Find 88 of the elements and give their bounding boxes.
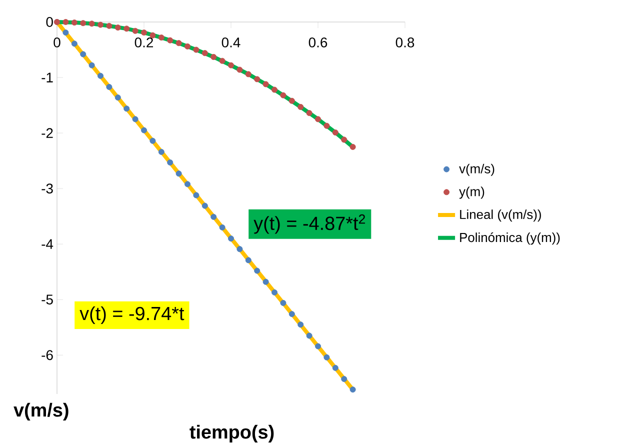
legend-label: Lineal (v(m/s)) bbox=[460, 210, 541, 222]
point bbox=[193, 46, 200, 53]
annotation: v(t) = -9.74*t bbox=[80, 306, 184, 324]
point bbox=[141, 30, 147, 36]
point bbox=[71, 20, 78, 26]
point bbox=[98, 72, 104, 79]
y-tick-label: -6 bbox=[42, 350, 53, 360]
y-tick-label: 0 bbox=[46, 17, 53, 27]
point bbox=[158, 148, 164, 155]
x-tick-label: 0.6 bbox=[308, 38, 328, 48]
point bbox=[288, 311, 295, 318]
x-tick-label: 0.8 bbox=[396, 38, 414, 48]
point bbox=[158, 34, 164, 41]
point bbox=[88, 20, 95, 27]
legend-label: y(m) bbox=[459, 186, 484, 199]
point bbox=[132, 28, 138, 34]
point bbox=[114, 24, 121, 31]
point bbox=[71, 40, 78, 47]
point bbox=[167, 37, 174, 44]
y-tick-label: -2 bbox=[42, 128, 53, 138]
x-tick-label: 0 bbox=[54, 38, 60, 48]
point bbox=[306, 332, 312, 339]
point bbox=[124, 106, 130, 112]
point bbox=[245, 71, 252, 78]
point bbox=[324, 354, 330, 360]
point bbox=[228, 62, 234, 68]
point bbox=[184, 181, 190, 188]
point bbox=[236, 246, 243, 252]
point bbox=[236, 66, 243, 73]
point bbox=[150, 32, 156, 38]
y-axis-title: v(m/s) bbox=[14, 402, 68, 420]
point bbox=[262, 278, 269, 285]
point bbox=[254, 268, 260, 274]
point bbox=[315, 116, 322, 122]
point bbox=[350, 386, 356, 393]
point bbox=[106, 22, 112, 29]
point bbox=[272, 86, 278, 93]
point bbox=[341, 376, 348, 382]
point bbox=[288, 98, 295, 104]
point bbox=[219, 224, 226, 230]
point bbox=[202, 202, 208, 209]
point bbox=[114, 94, 121, 101]
point bbox=[167, 159, 174, 166]
point bbox=[219, 58, 226, 64]
point bbox=[124, 26, 130, 32]
point bbox=[245, 257, 252, 264]
point bbox=[193, 192, 200, 198]
point bbox=[202, 50, 208, 56]
x-tick-label: 0.2 bbox=[134, 38, 153, 48]
point bbox=[341, 136, 348, 143]
x-tick-label: 0.4 bbox=[222, 38, 240, 48]
point bbox=[306, 110, 312, 116]
y-tick-label: -3 bbox=[42, 184, 53, 194]
point bbox=[80, 51, 86, 58]
point bbox=[184, 43, 190, 50]
point bbox=[280, 300, 286, 306]
point bbox=[141, 127, 147, 134]
point bbox=[88, 62, 95, 68]
point bbox=[210, 214, 217, 220]
annotation: y(t) = -4.87*t$^{2}$ bbox=[254, 214, 365, 234]
point bbox=[132, 116, 138, 122]
y-tick-label: -4 bbox=[42, 239, 54, 249]
point bbox=[176, 170, 182, 177]
legend-label: v(m/s) bbox=[459, 164, 494, 176]
point bbox=[210, 54, 217, 60]
point bbox=[80, 20, 86, 26]
point bbox=[315, 343, 322, 350]
point bbox=[280, 92, 286, 98]
point bbox=[298, 104, 304, 110]
point bbox=[332, 129, 338, 136]
point bbox=[98, 22, 104, 28]
point bbox=[262, 81, 269, 88]
y-tick-label: -1 bbox=[42, 72, 53, 82]
point bbox=[228, 236, 234, 242]
x-axis-title: tiempo(s) bbox=[190, 424, 274, 442]
point bbox=[254, 76, 260, 82]
point bbox=[176, 40, 182, 46]
point bbox=[324, 122, 330, 129]
point bbox=[272, 289, 278, 296]
point bbox=[106, 84, 112, 90]
point bbox=[62, 30, 69, 36]
y-tick-label: -5 bbox=[42, 294, 53, 304]
legend-label: Polinómica (y(m)) bbox=[460, 232, 560, 245]
point bbox=[62, 19, 69, 25]
point bbox=[298, 322, 304, 328]
point bbox=[150, 138, 156, 144]
point bbox=[350, 144, 356, 150]
point bbox=[332, 364, 338, 371]
